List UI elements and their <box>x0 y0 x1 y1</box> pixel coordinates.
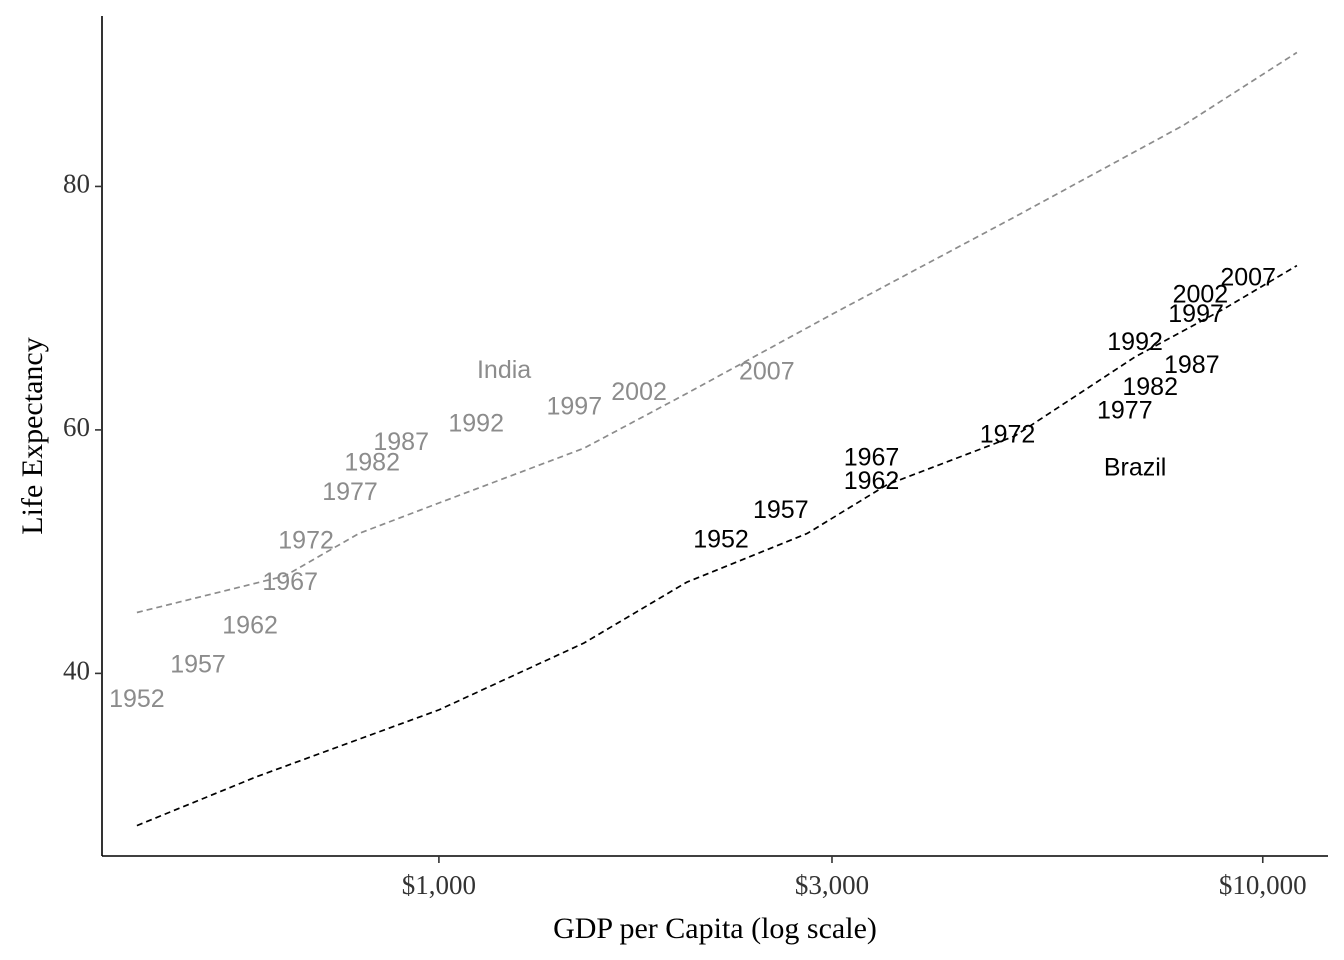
brazil-year-label: 1962 <box>844 467 900 495</box>
y-tick-label: 40 <box>63 656 90 686</box>
brazil-year-label: 2007 <box>1220 264 1276 292</box>
india-year-label: 2007 <box>739 357 795 385</box>
brazil-year-label: 1952 <box>693 525 749 553</box>
x-tick-label: $1,000 <box>402 870 476 900</box>
brazil-year-label: 1992 <box>1107 328 1163 356</box>
trend-lines <box>136 51 1298 827</box>
india-year-label: 1987 <box>373 428 429 456</box>
brazil-year-label: 1972 <box>980 421 1036 449</box>
x-tick-label: $10,000 <box>1219 870 1307 900</box>
brazil-year-label: 2002 <box>1173 281 1229 309</box>
india-year-label: 1977 <box>322 478 378 506</box>
india-year-label: 1962 <box>222 612 278 640</box>
india-year-label: 1972 <box>278 527 334 555</box>
india-year-label: 1992 <box>448 410 504 438</box>
brazil-year-label: 1987 <box>1164 351 1220 379</box>
y-axis-ticks: 40 60 80 <box>63 169 102 686</box>
x-axis-ticks: $1,000 $3,000 $10,000 <box>402 856 1307 900</box>
brazil-year-label: 1977 <box>1097 396 1153 424</box>
india-year-label: 2002 <box>611 378 667 406</box>
y-tick-label: 80 <box>63 169 90 199</box>
point-labels: 1952195719621967197219771982198719921997… <box>109 264 1276 713</box>
x-tick-label: $3,000 <box>795 870 869 900</box>
india-year-label: 1997 <box>546 393 602 421</box>
brazil-country-label: Brazil <box>1104 454 1167 482</box>
brazil-year-label: 1957 <box>753 496 809 524</box>
india-year-label: 1967 <box>262 568 318 596</box>
axes <box>101 16 1328 857</box>
y-axis-title: Life Expectancy <box>16 337 49 534</box>
brazil-year-label: 1997 <box>1168 300 1224 328</box>
india-year-label: 1952 <box>109 685 165 713</box>
brazil-trend-line <box>136 264 1298 827</box>
y-tick-label: 60 <box>63 412 90 442</box>
brazil-year-label: 1967 <box>844 444 900 472</box>
brazil-year-label: 1982 <box>1122 373 1178 401</box>
x-axis-title: GDP per Capita (log scale) <box>553 912 877 945</box>
india-country-label: India <box>477 356 531 384</box>
india-year-label: 1957 <box>170 651 226 679</box>
india-year-label: 1982 <box>344 449 400 477</box>
india-trend-line <box>136 51 1298 614</box>
